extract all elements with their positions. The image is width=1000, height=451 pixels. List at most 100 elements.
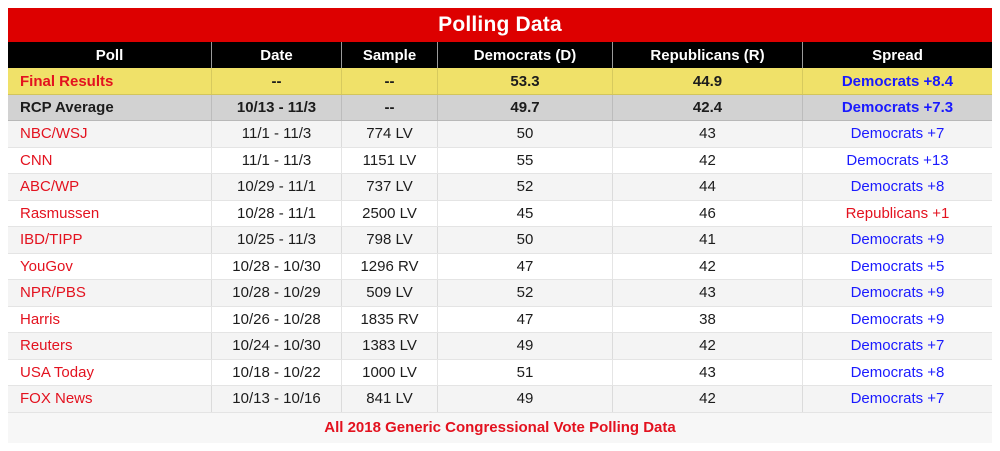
column-header-row: Poll Date Sample Democrats (D) Republica… <box>8 42 992 68</box>
republicans-cell: 42 <box>613 147 803 173</box>
poll-name-cell: Reuters <box>8 333 212 359</box>
date-cell: 10/28 - 11/1 <box>212 200 342 226</box>
poll-row: FOX News 10/13 - 10/16 841 LV 49 42 Demo… <box>8 386 992 413</box>
date-cell: 10/24 - 10/30 <box>212 333 342 359</box>
democrats-cell: 53.3 <box>438 68 613 94</box>
poll-row: CNN 11/1 - 11/3 1151 LV 55 42 Democrats … <box>8 147 992 174</box>
poll-name-cell: Final Results <box>8 68 212 94</box>
date-cell: 10/13 - 10/16 <box>212 386 342 412</box>
poll-rows: NBC/WSJ 11/1 - 11/3 774 LV 50 43 Democra… <box>8 121 992 413</box>
column-header-democrats: Democrats (D) <box>438 42 613 68</box>
poll-row: USA Today 10/18 - 10/22 1000 LV 51 43 De… <box>8 359 992 386</box>
date-cell: 11/1 - 11/3 <box>212 121 342 147</box>
spread-cell: Democrats +9 <box>850 284 945 302</box>
poll-row: NBC/WSJ 11/1 - 11/3 774 LV 50 43 Democra… <box>8 121 992 148</box>
sample-cell: 1383 LV <box>342 333 438 359</box>
spread-cell: Democrats +8.4 <box>841 72 954 90</box>
spread-cell: Democrats +8 <box>850 363 945 381</box>
spread-cell: Democrats +7 <box>850 390 945 408</box>
sample-cell: -- <box>342 68 438 94</box>
poll-name-cell: Harris <box>8 306 212 332</box>
poll-name-cell: NBC/WSJ <box>8 121 212 147</box>
democrats-cell: 55 <box>438 147 613 173</box>
sample-cell: 2500 LV <box>342 200 438 226</box>
spread-cell: Democrats +13 <box>846 151 949 169</box>
date-cell: 10/25 - 11/3 <box>212 227 342 253</box>
poll-name-cell: IBD/TIPP <box>8 227 212 253</box>
republicans-cell: 41 <box>613 227 803 253</box>
poll-name-cell: FOX News <box>8 386 212 412</box>
poll-row: Rasmussen 10/28 - 11/1 2500 LV 45 46 Rep… <box>8 200 992 227</box>
poll-row: YouGov 10/28 - 10/30 1296 RV 47 42 Democ… <box>8 253 992 280</box>
sample-cell: 509 LV <box>342 280 438 306</box>
republicans-cell: 44.9 <box>613 68 803 94</box>
sample-cell: 1000 LV <box>342 359 438 385</box>
sample-cell: 737 LV <box>342 174 438 200</box>
table-title: Polling Data <box>438 13 562 36</box>
democrats-cell: 45 <box>438 200 613 226</box>
column-header-spread: Spread <box>872 46 923 64</box>
poll-row: Reuters 10/24 - 10/30 1383 LV 49 42 Demo… <box>8 333 992 360</box>
republicans-cell: 43 <box>613 121 803 147</box>
date-cell: 10/28 - 10/29 <box>212 280 342 306</box>
spread-cell: Democrats +7.3 <box>841 99 954 116</box>
date-cell: -- <box>212 68 342 94</box>
sample-cell: 1296 RV <box>342 253 438 279</box>
poll-row: ABC/WP 10/29 - 11/1 737 LV 52 44 Democra… <box>8 174 992 201</box>
sample-cell: 1835 RV <box>342 306 438 332</box>
date-cell: 10/18 - 10/22 <box>212 359 342 385</box>
column-header-sample: Sample <box>342 42 438 68</box>
poll-name-cell: YouGov <box>8 253 212 279</box>
sample-cell: 774 LV <box>342 121 438 147</box>
column-header-poll: Poll <box>8 42 212 68</box>
date-cell: 10/29 - 11/1 <box>212 174 342 200</box>
sample-cell: -- <box>342 95 438 120</box>
democrats-cell: 51 <box>438 359 613 385</box>
spread-cell: Democrats +9 <box>850 231 945 249</box>
democrats-cell: 49 <box>438 386 613 412</box>
spread-cell: Democrats +9 <box>850 310 945 328</box>
republicans-cell: 42 <box>613 386 803 412</box>
democrats-cell: 50 <box>438 121 613 147</box>
poll-row: NPR/PBS 10/28 - 10/29 509 LV 52 43 Democ… <box>8 280 992 307</box>
poll-name-cell: NPR/PBS <box>8 280 212 306</box>
democrats-cell: 47 <box>438 253 613 279</box>
date-cell: 10/28 - 10/30 <box>212 253 342 279</box>
democrats-cell: 50 <box>438 227 613 253</box>
poll-row: Harris 10/26 - 10/28 1835 RV 47 38 Democ… <box>8 306 992 333</box>
poll-name-cell: RCP Average <box>8 95 212 120</box>
final-results-row: Final Results -- -- 53.3 44.9 Democrats … <box>8 68 992 95</box>
spread-cell: Democrats +7 <box>850 337 945 355</box>
table-title-bar: Polling Data <box>8 8 992 42</box>
democrats-cell: 49 <box>438 333 613 359</box>
republicans-cell: 43 <box>613 359 803 385</box>
column-header-date: Date <box>212 42 342 68</box>
date-cell: 10/13 - 11/3 <box>212 95 342 120</box>
spread-cell: Democrats +8 <box>850 178 945 196</box>
democrats-cell: 47 <box>438 306 613 332</box>
republicans-cell: 42.4 <box>613 95 803 120</box>
polling-table: Polling Data Poll Date Sample Democrats … <box>8 8 992 443</box>
poll-name-cell: USA Today <box>8 359 212 385</box>
rcp-average-row: RCP Average 10/13 - 11/3 -- 49.7 42.4 De… <box>8 95 992 121</box>
poll-name-cell: ABC/WP <box>8 174 212 200</box>
spread-cell: Republicans +1 <box>845 204 950 222</box>
date-cell: 10/26 - 10/28 <box>212 306 342 332</box>
sample-cell: 798 LV <box>342 227 438 253</box>
republicans-cell: 43 <box>613 280 803 306</box>
date-cell: 11/1 - 11/3 <box>212 147 342 173</box>
republicans-cell: 42 <box>613 333 803 359</box>
sample-cell: 1151 LV <box>342 147 438 173</box>
republicans-cell: 38 <box>613 306 803 332</box>
republicans-cell: 44 <box>613 174 803 200</box>
column-header-republicans: Republicans (R) <box>613 42 803 68</box>
poll-name-cell: CNN <box>8 147 212 173</box>
sample-cell: 841 LV <box>342 386 438 412</box>
spread-cell: Democrats +7 <box>850 125 945 143</box>
table-footer: All 2018 Generic Congressional Vote Poll… <box>8 412 992 443</box>
poll-name-cell: Rasmussen <box>8 200 212 226</box>
table-footer-text: All 2018 Generic Congressional Vote Poll… <box>324 419 676 436</box>
republicans-cell: 42 <box>613 253 803 279</box>
democrats-cell: 52 <box>438 280 613 306</box>
democrats-cell: 52 <box>438 174 613 200</box>
